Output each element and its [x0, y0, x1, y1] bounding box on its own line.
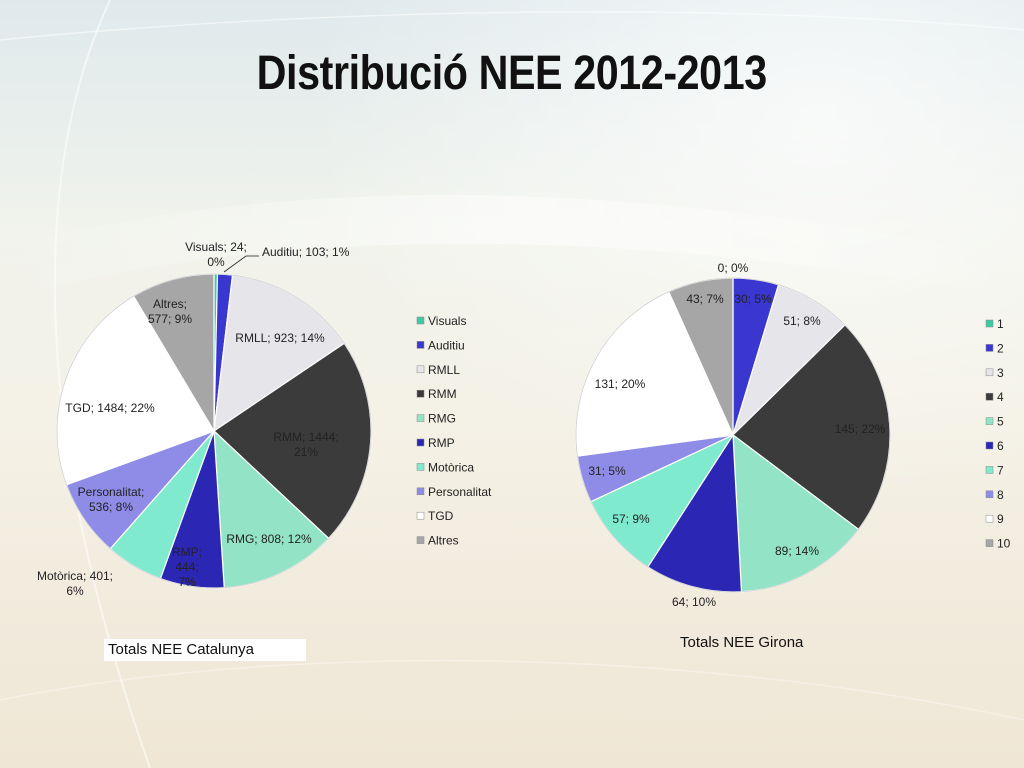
- legend-item-rmm: RMM: [428, 387, 457, 401]
- legend-swatch: [416, 536, 425, 544]
- legend-item-6: 6: [997, 439, 1004, 453]
- data-label-rmm: RMM; 1444; 21%: [273, 430, 338, 459]
- data-label-rmg: RMG; 808; 12%: [226, 532, 312, 546]
- data-label-1: 0; 0%: [718, 261, 749, 275]
- leader-line: [223, 255, 259, 273]
- legend-item-personalitat: Personalitat: [428, 485, 492, 499]
- legend-swatch: [416, 365, 425, 374]
- legend-item-7: 7: [997, 463, 1004, 477]
- pie-chart-catalunya: Visuals; 24; 0% Auditiu; 103; 1% RMLL; 923;…: [37, 240, 372, 598]
- legend-item-visuals: Visuals: [428, 314, 466, 328]
- legend-item-altres: Altres: [428, 534, 459, 548]
- legend-swatch: [416, 414, 425, 422]
- data-label-8: 31; 5%: [588, 464, 626, 478]
- data-label-2: 30; 5%: [734, 292, 772, 306]
- data-label-7: 57; 9%: [612, 512, 650, 526]
- legend-item-3: 3: [997, 366, 1004, 380]
- legend-swatch: [416, 341, 425, 349]
- legend-swatch: [416, 316, 425, 325]
- data-label-altres: Altres; 577; 9%: [148, 297, 192, 326]
- legend-catalunya: Visuals Auditiu RMLL RMM RMG RMP Motòrica Perso…: [416, 314, 492, 548]
- data-label-rmll: RMLL; 923; 14%: [235, 331, 325, 345]
- data-label-visuals: Visuals; 24; 0%: [185, 240, 247, 269]
- legend-item-rmll: RMLL: [428, 363, 460, 377]
- legend-item-rmg: RMG: [428, 412, 456, 426]
- legend-swatch: [985, 466, 994, 474]
- legend-swatch: [985, 417, 994, 425]
- legend-girona: 1 2 3 4 5 6 7 8 9 10: [985, 317, 1011, 551]
- legend-item-tgd: TGD: [428, 509, 454, 523]
- data-label-personalitat: Personalitat; 536; 8%: [78, 485, 145, 514]
- chart-title-catalunya: Totals NEE Catalunya: [104, 639, 306, 661]
- legend-swatch: [985, 392, 994, 401]
- legend-swatch: [985, 490, 994, 499]
- legend-swatch: [985, 344, 994, 352]
- legend-item-4: 4: [997, 390, 1004, 404]
- legend-item-mot-rica: Motòrica: [428, 460, 474, 474]
- chart-title-girona: Totals NEE Girona: [680, 634, 804, 651]
- data-label-9: 131; 20%: [595, 377, 646, 391]
- legend-item-10: 10: [997, 537, 1011, 551]
- data-label-tgd: TGD; 1484; 22%: [65, 401, 155, 415]
- legend-item-8: 8: [997, 488, 1004, 502]
- legend-item-5: 5: [997, 415, 1004, 429]
- slide-title: Distribució NEE 2012-2013: [256, 47, 768, 100]
- data-label-6: 64; 10%: [672, 595, 716, 609]
- legend-swatch: [985, 514, 994, 523]
- legend-swatch: [985, 539, 994, 547]
- legend-swatch: [985, 441, 994, 450]
- legend-swatch: [985, 319, 994, 328]
- data-label-5: 89; 14%: [775, 544, 819, 558]
- legend-item-rmp: RMP: [428, 436, 455, 450]
- legend-swatch: [416, 487, 425, 496]
- data-label-4: 145; 22%: [835, 422, 886, 436]
- legend-item-2: 2: [997, 341, 1004, 355]
- data-label-3: 51; 8%: [783, 314, 821, 328]
- data-label-rmp: RMP; 444; 7%: [172, 545, 202, 589]
- pie-chart-girona: 0; 0% 30; 5% 51; 8% 145; 22% 89; 14% 64; 10% 5…: [575, 261, 891, 609]
- data-label-auditiu: Auditiu; 103; 1%: [262, 245, 350, 259]
- legend-swatch: [985, 368, 994, 377]
- legend-swatch: [416, 463, 425, 471]
- legend-swatch: [416, 511, 425, 520]
- legend-swatch: [416, 438, 425, 447]
- legend-item-9: 9: [997, 512, 1004, 526]
- legend-item-1: 1: [997, 317, 1004, 331]
- legend-item-auditiu: Auditiu: [428, 338, 465, 352]
- legend-swatch: [416, 389, 425, 398]
- data-label-10: 43; 7%: [686, 292, 724, 306]
- data-label-mot-rica: Motòrica; 401; 6%: [37, 569, 113, 598]
